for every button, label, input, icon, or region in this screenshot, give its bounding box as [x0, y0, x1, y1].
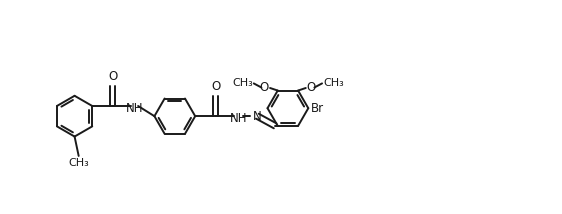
Text: O: O [211, 80, 220, 93]
Text: NH: NH [230, 112, 248, 125]
Text: Br: Br [311, 102, 324, 115]
Text: CH₃: CH₃ [69, 158, 89, 168]
Text: CH₃: CH₃ [232, 78, 253, 88]
Text: O: O [108, 70, 117, 83]
Text: CH₃: CH₃ [323, 78, 344, 88]
Text: N: N [253, 110, 262, 123]
Text: O: O [307, 81, 316, 94]
Text: NH: NH [126, 101, 144, 114]
Text: O: O [260, 81, 269, 94]
